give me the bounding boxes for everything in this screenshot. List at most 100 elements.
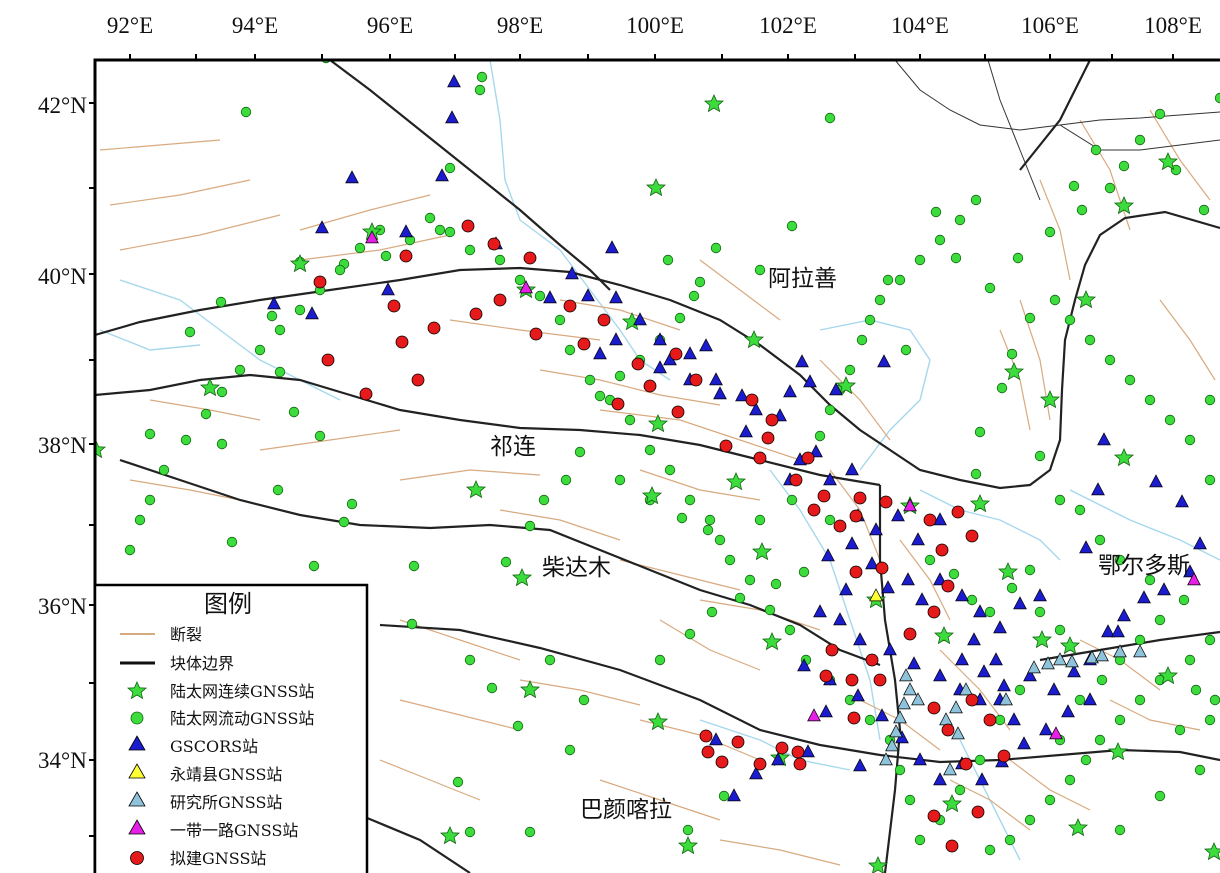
campaign-station bbox=[710, 242, 722, 254]
campaign-station bbox=[1174, 724, 1186, 736]
block-boundary bbox=[1019, 60, 1091, 171]
campaign-station bbox=[1024, 814, 1036, 826]
campaign-station bbox=[1084, 334, 1096, 346]
campaign-station bbox=[524, 520, 536, 532]
fault-line bbox=[1039, 179, 1071, 281]
gscors-station bbox=[839, 582, 853, 596]
fault-line bbox=[699, 259, 781, 321]
planned-station bbox=[945, 839, 959, 853]
fault-line bbox=[129, 479, 241, 501]
planned-station bbox=[819, 669, 833, 683]
fault-line bbox=[299, 234, 451, 261]
province-boundary bbox=[987, 60, 1041, 201]
campaign-station bbox=[844, 364, 856, 376]
legend-red-circle-icon bbox=[130, 851, 144, 865]
campaign-station bbox=[984, 282, 996, 294]
block-boundary bbox=[119, 458, 881, 667]
fault-line bbox=[299, 194, 431, 231]
campaign-station bbox=[1154, 614, 1166, 626]
province-boundary bbox=[894, 60, 1220, 131]
institute-station bbox=[885, 738, 899, 752]
campaign-station bbox=[314, 430, 326, 442]
lat-label-42: 42°N bbox=[38, 93, 87, 118]
planned-station bbox=[903, 627, 917, 641]
lon-label-92: 92°E bbox=[107, 13, 153, 38]
campaign-station bbox=[1076, 204, 1088, 216]
gscors-station bbox=[1193, 536, 1207, 550]
planned-station bbox=[461, 219, 475, 233]
lon-label-98: 98°E bbox=[497, 13, 543, 38]
province-boundary bbox=[1059, 124, 1220, 151]
gscors-station bbox=[1117, 608, 1131, 622]
river bbox=[1069, 489, 1220, 561]
fault-line bbox=[539, 369, 721, 406]
lon-label-96: 96°E bbox=[367, 13, 413, 38]
campaign-station bbox=[914, 254, 926, 266]
frame-ticks bbox=[89, 54, 1174, 837]
campaign-station bbox=[1190, 684, 1202, 696]
campaign-station bbox=[1014, 684, 1026, 696]
continuous-station bbox=[512, 568, 532, 586]
planned-station bbox=[959, 757, 973, 771]
fault-line bbox=[1159, 299, 1216, 381]
continuous-station bbox=[1114, 448, 1134, 466]
campaign-station bbox=[864, 314, 876, 326]
continuous-station bbox=[1060, 636, 1080, 654]
fault-line bbox=[399, 699, 521, 731]
planned-station bbox=[879, 495, 893, 509]
fault-line bbox=[1009, 759, 1091, 811]
gscors-station bbox=[1111, 624, 1125, 638]
planned-station bbox=[965, 529, 979, 543]
gscors-station bbox=[875, 708, 889, 722]
planned-station bbox=[817, 489, 831, 503]
campaign-station bbox=[974, 426, 986, 438]
campaign-station bbox=[930, 206, 942, 218]
campaign-station bbox=[524, 826, 536, 838]
fault-line bbox=[599, 779, 721, 821]
gscors-station bbox=[973, 604, 987, 618]
planned-station bbox=[643, 379, 657, 393]
campaign-station bbox=[724, 554, 736, 566]
campaign-station bbox=[144, 494, 156, 506]
gscors-station bbox=[1061, 704, 1075, 718]
campaign-station bbox=[354, 242, 366, 254]
gscors-station bbox=[901, 572, 915, 586]
continuous-station bbox=[970, 494, 990, 512]
gscors-station bbox=[907, 656, 921, 670]
lon-label-108: 108°E bbox=[1144, 13, 1202, 38]
campaign-station bbox=[894, 764, 906, 776]
gscors-station bbox=[633, 312, 647, 326]
legend-label-yongjing: 永靖县GNSS站 bbox=[170, 765, 282, 784]
planned-station bbox=[597, 313, 611, 327]
gscors-station bbox=[445, 110, 459, 124]
gscors-station bbox=[749, 402, 763, 416]
planned-station bbox=[965, 693, 979, 707]
campaign-station bbox=[574, 446, 586, 458]
campaign-station bbox=[894, 274, 906, 286]
institute-station bbox=[1065, 654, 1079, 668]
institute-station bbox=[889, 724, 903, 738]
fault-line bbox=[1079, 119, 1131, 231]
institute-station bbox=[949, 700, 963, 714]
campaign-station bbox=[704, 514, 716, 526]
campaign-station bbox=[924, 554, 936, 566]
belt-road-station bbox=[903, 498, 917, 512]
campaign-station bbox=[464, 826, 476, 838]
lon-label-94: 94°E bbox=[232, 13, 278, 38]
campaign-station bbox=[1134, 134, 1146, 146]
campaign-station bbox=[824, 112, 836, 124]
gscors-station bbox=[989, 652, 1003, 666]
planned-station bbox=[611, 397, 625, 411]
gscors-station bbox=[653, 360, 667, 374]
continuous-station bbox=[290, 254, 310, 272]
planned-station bbox=[529, 327, 543, 341]
planned-station bbox=[849, 565, 863, 579]
campaign-station bbox=[1006, 582, 1018, 594]
gscors-station bbox=[543, 290, 557, 304]
gscors-station bbox=[1149, 474, 1163, 488]
block-boundary bbox=[1039, 630, 1220, 662]
gscors-station bbox=[735, 388, 749, 402]
planned-station bbox=[853, 491, 867, 505]
legend-label-block-boundary: 块体边界 bbox=[170, 654, 234, 673]
gscors-station bbox=[819, 704, 833, 718]
